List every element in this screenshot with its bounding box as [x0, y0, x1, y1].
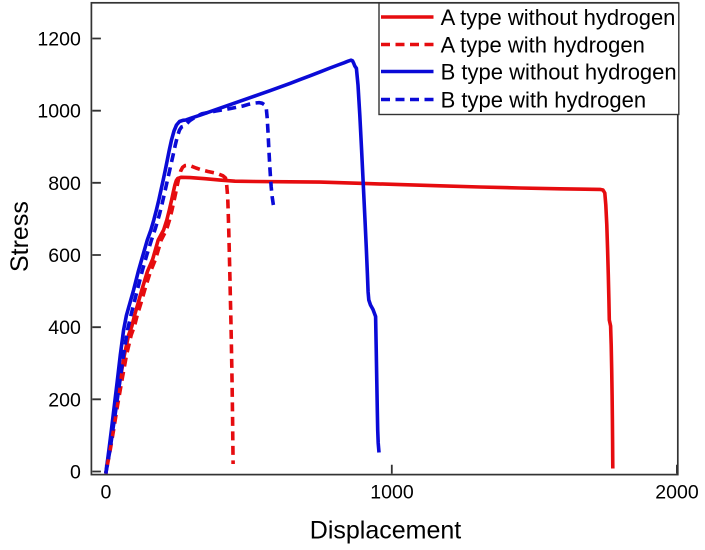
svg-text:1200: 1200: [37, 29, 81, 51]
svg-text:Displacement: Displacement: [310, 516, 462, 544]
svg-text:2000: 2000: [655, 482, 699, 504]
svg-text:800: 800: [48, 173, 81, 195]
svg-text:B type with hydrogen: B type with hydrogen: [441, 88, 646, 113]
svg-text:600: 600: [48, 245, 81, 267]
svg-text:A type with hydrogen: A type with hydrogen: [441, 33, 645, 58]
svg-text:200: 200: [48, 389, 81, 411]
svg-text:0: 0: [70, 462, 81, 484]
svg-text:400: 400: [48, 317, 81, 339]
svg-text:1000: 1000: [37, 101, 81, 123]
svg-text:1000: 1000: [370, 482, 414, 504]
svg-text:Stress: Stress: [6, 201, 34, 272]
svg-text:B type without hydrogen: B type without hydrogen: [441, 60, 677, 85]
svg-text:0: 0: [100, 482, 111, 504]
svg-text:A type without hydrogen: A type without hydrogen: [441, 5, 676, 30]
